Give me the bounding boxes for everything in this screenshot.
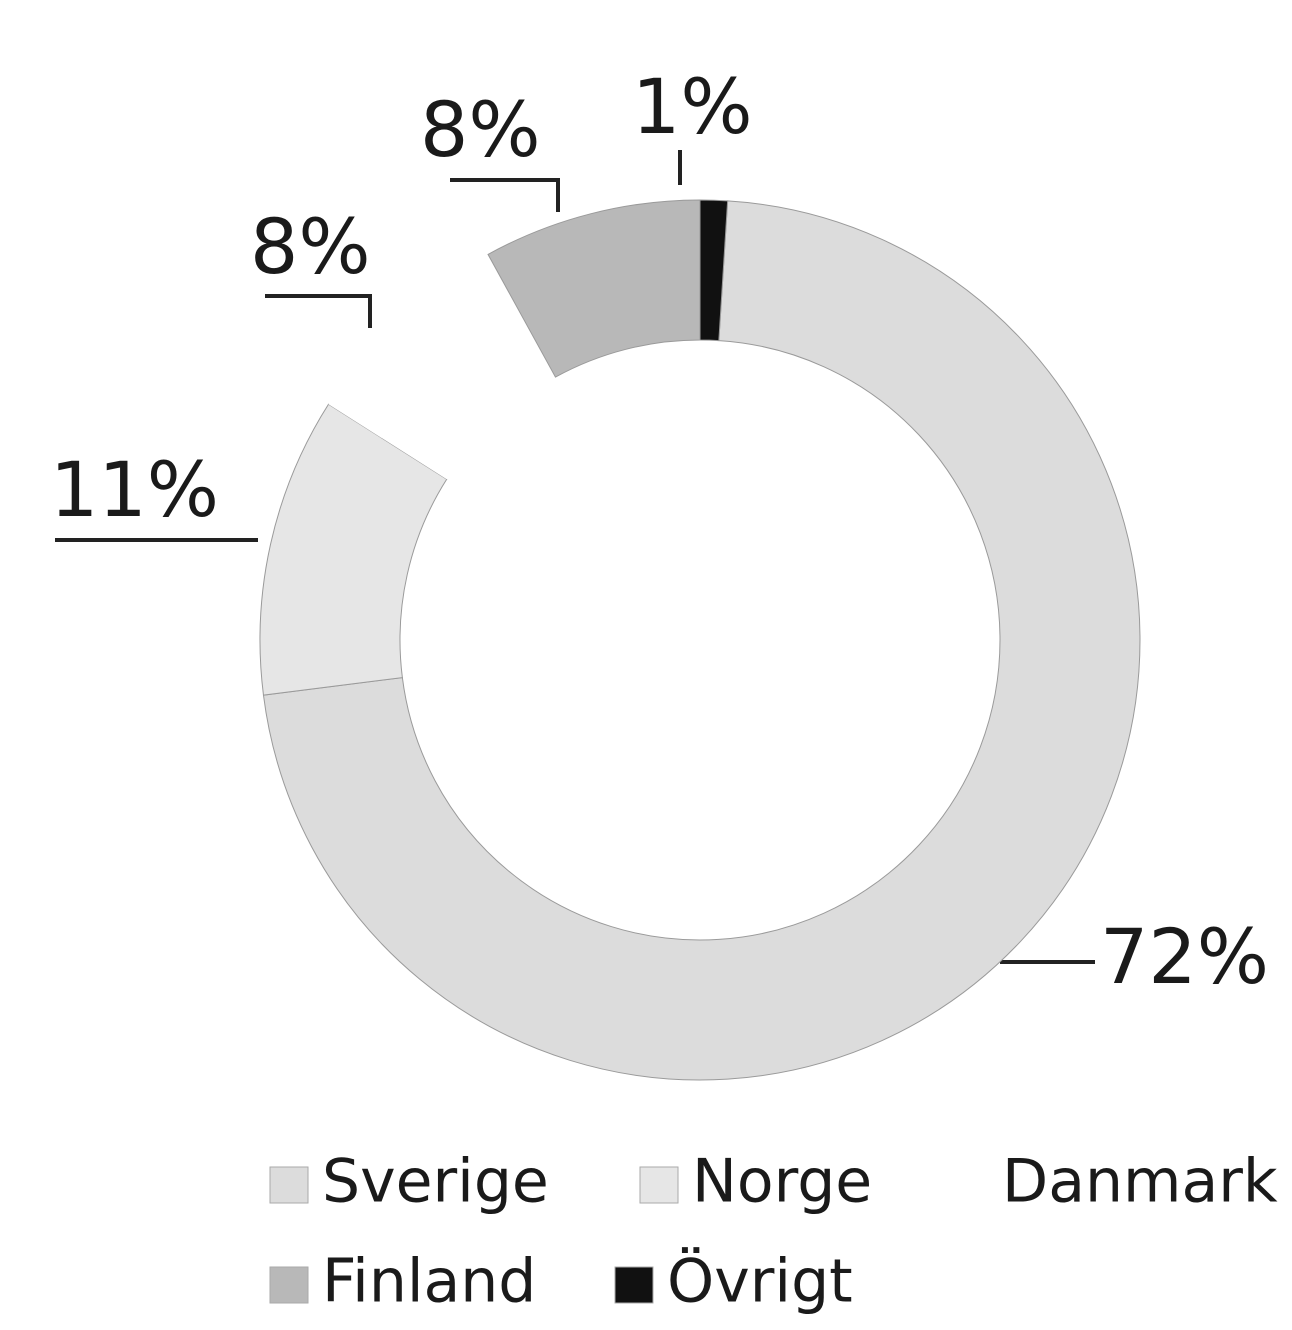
leader-line [265, 294, 372, 328]
legend-swatch [614, 1266, 654, 1304]
donut-slice [262, 200, 1141, 1081]
data-label: 8% [420, 85, 541, 174]
legend-swatch [269, 1266, 309, 1304]
donut-slice [699, 199, 729, 342]
data-label: 1% [632, 62, 753, 151]
legend-label: Danmark [1002, 1147, 1278, 1217]
legend-swatch [269, 1166, 309, 1204]
leader-line [450, 178, 560, 212]
legend-swatch [639, 1166, 679, 1204]
data-label: 72% [1100, 912, 1269, 1001]
legend-label: Sverige [322, 1147, 549, 1217]
legend-label: Norge [692, 1147, 872, 1217]
legend-label: Övrigt [667, 1246, 853, 1317]
legend-label: Finland [322, 1247, 536, 1317]
legend-swatch [950, 1167, 988, 1203]
donut-slice [259, 403, 448, 696]
donut-slice [328, 254, 556, 480]
data-label: 8% [250, 202, 371, 291]
data-label: 11% [50, 445, 219, 534]
